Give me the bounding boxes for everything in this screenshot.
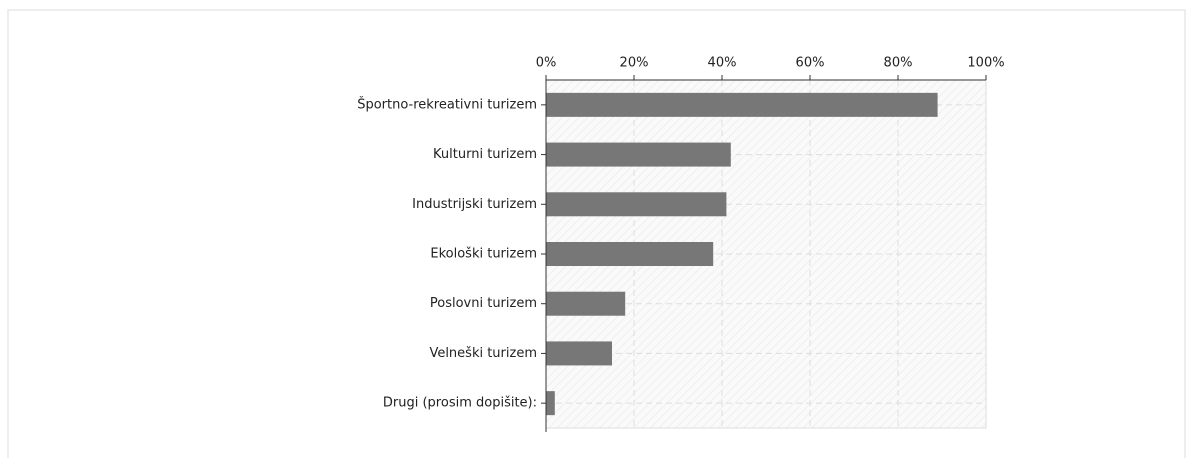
y-tick-label: Ekološki turizem — [430, 247, 537, 262]
frame — [7, 9, 1186, 458]
x-tick-label: 40% — [708, 56, 737, 71]
bar — [546, 391, 555, 416]
y-tick-label: Poslovni turizem — [430, 296, 537, 311]
y-tick-label: Športno-rekreativni turizem — [357, 96, 537, 112]
bar — [546, 192, 727, 217]
y-tick-label: Kulturni turizem — [433, 147, 537, 162]
x-tick-label: 20% — [620, 56, 649, 71]
bar — [546, 92, 938, 117]
y-tick-label: Industrijski turizem — [412, 197, 537, 212]
x-tick-label: 0% — [536, 56, 557, 71]
bar — [546, 242, 714, 266]
x-tick-label: 80% — [884, 56, 913, 71]
x-tick-label: 60% — [796, 56, 825, 71]
x-tick-label: 100% — [967, 56, 1004, 71]
bar — [546, 341, 612, 366]
bar — [546, 142, 731, 167]
bar — [546, 291, 626, 316]
y-tick-label: Drugi (prosim dopišite): — [383, 396, 537, 411]
y-tick-label: Velneški turizem — [429, 346, 537, 361]
